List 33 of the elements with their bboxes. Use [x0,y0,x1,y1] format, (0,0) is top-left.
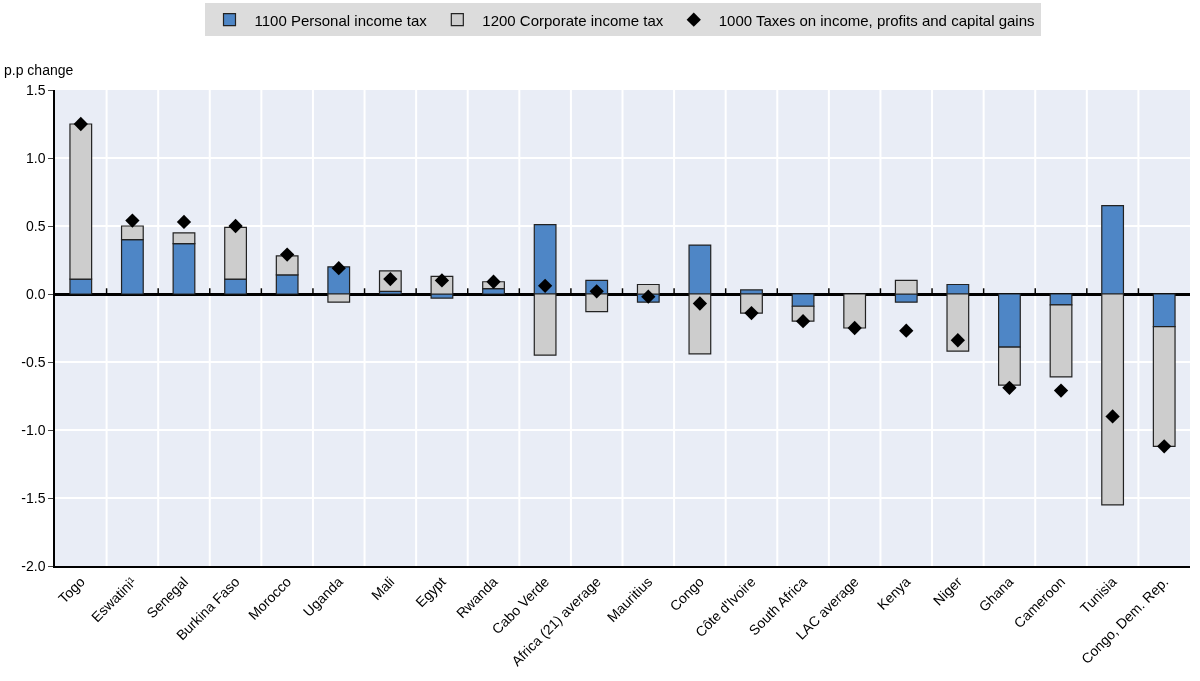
y-tick-label: -1.0 [21,421,46,438]
point [589,284,604,299]
y-tick-label: 1.5 [25,81,46,98]
legend-label: 1000 Taxes on income, profits and capital gains [718,11,1035,29]
y-tick-label: -0.5 [21,353,46,370]
point [486,274,501,289]
point [1157,439,1172,454]
point [1105,409,1120,424]
x-tick-label: Togo [55,573,89,607]
point [176,214,192,230]
point [899,323,914,338]
y-axis-title: p.p change [4,62,74,78]
y-tick-label: 0.0 [25,285,46,302]
bar [843,293,867,329]
point [847,320,862,336]
point [228,218,243,234]
legend-label: 1200 Corporate income tax [482,11,664,29]
point [744,305,759,321]
y-tick-label: 0.5 [25,217,46,234]
point [1002,380,1017,395]
y-tick-label: -1.5 [21,489,46,506]
point [692,296,708,311]
point [950,333,965,348]
point [125,213,140,228]
y-tick-label: -2.0 [21,557,46,574]
point [537,278,553,293]
point [73,116,88,132]
point [331,261,346,276]
point [641,289,656,304]
point [280,247,295,262]
y-tick-label: 1.0 [25,149,46,166]
point [1053,383,1069,398]
legend-label: 1100 Personal income tax [254,11,428,29]
